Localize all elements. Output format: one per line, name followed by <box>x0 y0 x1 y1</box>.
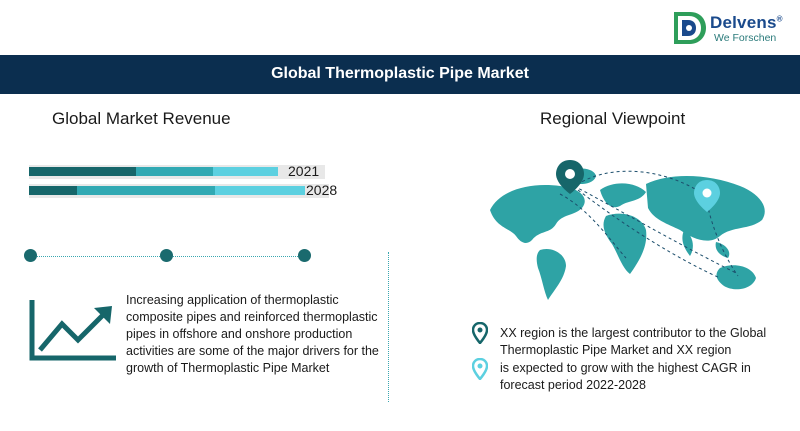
section-divider <box>388 252 389 402</box>
map-pin-dark-icon <box>556 160 584 194</box>
delvens-logo-icon <box>674 12 706 44</box>
growth-region-text: is expected to grow with the highest CAG… <box>500 361 751 392</box>
market-revenue-heading: Global Market Revenue <box>52 109 231 128</box>
regional-viewpoint-heading: Regional Viewpoint <box>540 109 686 128</box>
timeline-dot <box>160 249 173 262</box>
delvens-logo[interactable]: Delvens® We Forschen <box>668 8 792 48</box>
timeline-dot <box>298 249 311 262</box>
title-banner: Global Thermoplastic Pipe Market <box>0 55 800 94</box>
map-pin-light-icon <box>694 180 720 212</box>
growth-trend-icon <box>29 300 116 361</box>
growth-region-pin-icon <box>472 358 488 380</box>
bar-segment <box>77 186 215 195</box>
bar-year-label-2021: 2021 <box>288 163 320 179</box>
bar-segment <box>215 186 305 195</box>
logo-brand-name: Delvens® <box>710 13 783 32</box>
bar-year-label-2028: 2028 <box>306 182 338 198</box>
bar-segment <box>29 167 136 176</box>
revenue-bar-2021 <box>29 167 325 176</box>
largest-region-pin-icon <box>472 322 488 344</box>
bar-segment <box>212 167 278 176</box>
largest-region-text: XX region is the largest contributor to … <box>500 326 767 357</box>
bar-segment <box>29 186 77 195</box>
page-title: Global Thermoplastic Pipe Market <box>271 65 529 82</box>
world-map-illustration <box>490 160 765 300</box>
timeline-dot <box>24 249 37 262</box>
revenue-bar-2028 <box>29 186 329 195</box>
market-drivers-text: Increasing application of thermoplastic … <box>126 293 379 375</box>
bar-segment <box>135 167 213 176</box>
logo-tagline: We Forschen <box>714 32 777 44</box>
